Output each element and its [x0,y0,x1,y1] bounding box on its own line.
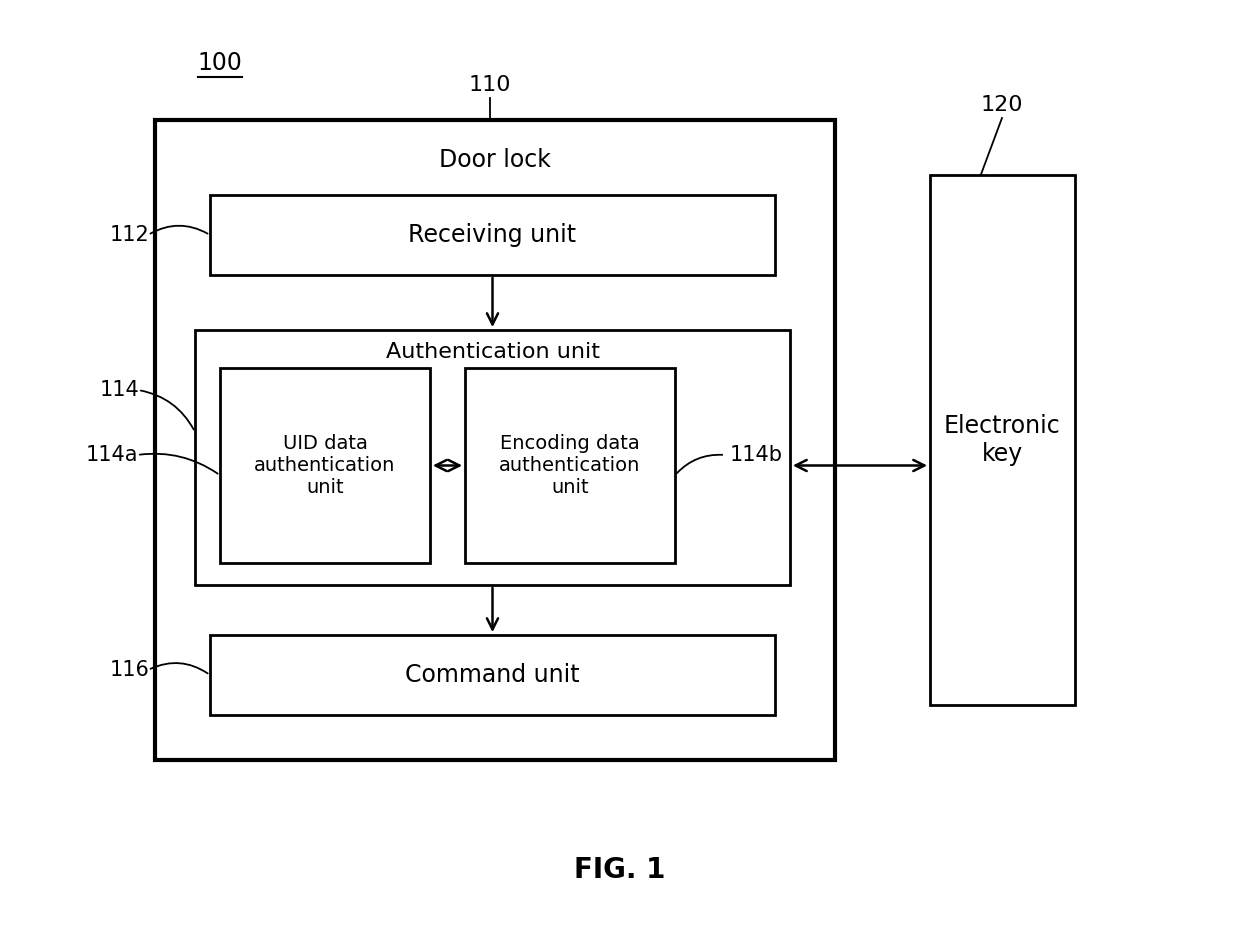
Text: Electronic
key: Electronic key [944,414,1061,466]
Text: 114a: 114a [86,445,138,465]
Text: Command unit: Command unit [405,663,580,687]
Bar [195,330,790,585]
Text: 116: 116 [110,660,150,680]
Text: 112: 112 [110,225,150,245]
Text: 120: 120 [981,95,1023,115]
Text: Encoding data
authentication
unit: Encoding data authentication unit [500,434,641,497]
Text: Receiving unit: Receiving unit [408,223,577,247]
Bar [465,368,675,563]
Bar [155,120,835,760]
Text: 114: 114 [100,380,140,400]
Bar [210,195,775,275]
Text: 110: 110 [469,75,511,95]
Text: 100: 100 [197,51,243,75]
Bar [210,635,775,715]
Text: 114b: 114b [730,445,782,465]
Text: FIG. 1: FIG. 1 [574,856,666,884]
Bar [930,175,1075,705]
Text: UID data
authentication
unit: UID data authentication unit [254,434,396,497]
Bar [219,368,430,563]
Text: Door lock: Door lock [439,148,551,172]
Text: Authentication unit: Authentication unit [386,342,599,362]
